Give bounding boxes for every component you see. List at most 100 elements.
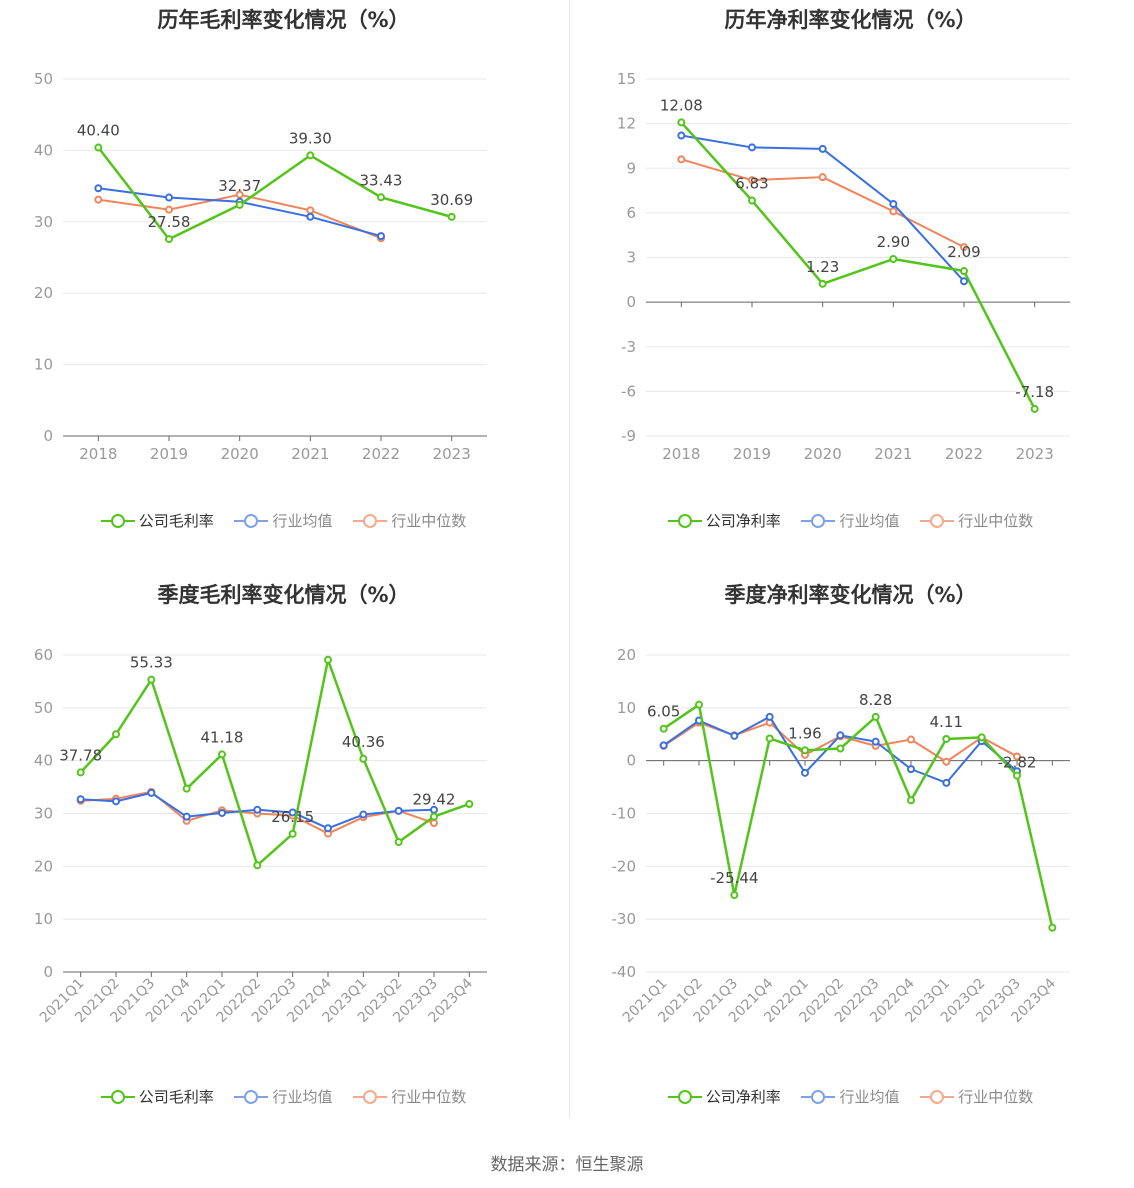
y-tick-label: 30: [34, 213, 53, 231]
legend-industry-median[interactable]: 行业中位数: [920, 1086, 1033, 1107]
data-point: [677, 155, 686, 164]
data-point: [659, 724, 668, 733]
x-tick-label: 2019: [733, 445, 771, 463]
data-label: 30.69: [430, 191, 473, 209]
data-point: [306, 151, 315, 160]
data-label: 4.11: [930, 713, 963, 731]
y-tick-label: 15: [617, 70, 636, 88]
y-tick-label: 20: [34, 857, 53, 875]
data-label: 27.58: [148, 213, 191, 231]
data-point: [889, 254, 898, 263]
y-tick-label: -20: [612, 857, 637, 875]
data-point: [748, 176, 756, 185]
x-tick-label: 2021: [874, 445, 912, 463]
data-point: [748, 143, 756, 152]
company-series-line: [662, 703, 1054, 928]
data-label: 33.43: [360, 171, 403, 189]
legend-industry-avg[interactable]: 行业均值: [801, 1086, 900, 1107]
data-point: [76, 795, 85, 804]
company-series-line: [680, 121, 1036, 410]
legend-company[interactable]: 公司净利率: [667, 1086, 781, 1107]
data-source-note: 数据来源：恒生聚源: [490, 1155, 644, 1175]
y-tick-label: 0: [43, 963, 53, 981]
data-label: 6.05: [647, 703, 680, 721]
y-tick-label: 0: [626, 752, 636, 770]
x-tick-label: 2022: [362, 445, 400, 463]
data-point: [1013, 752, 1021, 761]
data-point: [147, 675, 156, 684]
x-tick-label: 2023: [1016, 445, 1054, 463]
legend-industry-median[interactable]: 行业中位数: [353, 510, 466, 531]
chart-title: 季度净利率变化情况（%）: [724, 583, 977, 607]
x-tick-label: 2018: [79, 445, 117, 463]
data-point: [112, 797, 120, 806]
data-label: 1.96: [788, 724, 821, 742]
data-point: [659, 741, 668, 750]
annual-net-margin-chart: 历年净利率变化情况（%） -9 -6 -3 0 3 6 9 12 15 2018 2019 2020 2…: [567, 0, 1134, 575]
data-label: -25.44: [710, 869, 758, 887]
data-label: 37.78: [59, 746, 102, 764]
data-label: 40.36: [342, 733, 385, 751]
y-tick-label: 60: [34, 646, 53, 664]
data-point: [765, 734, 774, 743]
x-tick-label: 2021: [291, 445, 329, 463]
data-point: [359, 810, 368, 819]
data-point: [430, 812, 438, 821]
legend-company[interactable]: 公司毛利率: [100, 1086, 214, 1107]
y-tick-label: -10: [612, 805, 637, 823]
annual-net-svg: -9 -6 -3 0 3 6 9 12 15 2018 2019 2020 2021 2022 2023 12…: [617, 70, 1070, 463]
data-label: 26.15: [271, 808, 314, 826]
data-point: [818, 173, 827, 182]
data-point: [942, 778, 951, 787]
data-point: [377, 193, 385, 202]
data-point: [1013, 771, 1021, 780]
data-point: [730, 891, 739, 900]
data-point: [801, 768, 809, 777]
data-label: 40.40: [77, 122, 120, 140]
data-point: [235, 190, 244, 199]
y-tick-label: 50: [34, 699, 53, 717]
data-point: [977, 733, 986, 742]
data-point: [94, 195, 103, 204]
y-tick-label: -30: [612, 910, 637, 928]
legend-industry-median[interactable]: 行业中位数: [353, 1086, 466, 1107]
data-point: [377, 232, 385, 241]
y-tick-label: 3: [626, 249, 636, 267]
y-tick-label: 40: [34, 141, 53, 159]
chart-legend: 公司毛利率 行业均值 行业中位数: [0, 510, 567, 532]
data-point: [907, 796, 915, 805]
chart-legend: 公司净利率 行业均值 行业中位数: [567, 1086, 1134, 1108]
quarterly-net-margin-chart: 季度净利率变化情况（%） -40 -30 -20 -10 0 10 20 2021Q1 2021…: [567, 575, 1134, 1150]
data-point: [288, 829, 297, 838]
quarterly-gross-margin-chart: 季度毛利率变化情况（%） 0 10 20 30 40 50 60 2021Q1 2021Q2 20…: [0, 575, 567, 1150]
data-point: [430, 819, 438, 828]
data-point: [960, 267, 968, 276]
data-point: [871, 712, 880, 721]
y-tick-label: 50: [34, 70, 53, 88]
data-point: [960, 277, 968, 286]
data-point: [288, 808, 297, 817]
legend-industry-median[interactable]: 行业中位数: [920, 510, 1033, 531]
legend-industry-avg[interactable]: 行业均值: [234, 510, 333, 531]
legend-industry-avg[interactable]: 行业均值: [234, 1086, 333, 1107]
data-label: 2.90: [877, 233, 910, 251]
chart-legend: 公司净利率 行业均值 行业中位数: [567, 510, 1134, 532]
legend-company[interactable]: 公司毛利率: [100, 510, 214, 531]
data-point: [818, 144, 827, 153]
data-point: [235, 200, 244, 209]
chart-title: 季度毛利率变化情况（%）: [157, 583, 410, 607]
data-point: [1048, 923, 1057, 932]
data-label: 39.30: [289, 129, 332, 147]
y-tick-label: 20: [617, 646, 636, 664]
data-point: [447, 212, 456, 221]
data-point: [394, 806, 403, 815]
legend-company[interactable]: 公司净利率: [667, 510, 781, 531]
data-point: [907, 765, 915, 774]
y-tick-label: -6: [621, 382, 636, 400]
data-point: [695, 700, 703, 709]
data-point: [677, 118, 686, 127]
x-tick-label: 2019: [150, 445, 188, 463]
legend-industry-avg[interactable]: 行业均值: [801, 510, 900, 531]
data-label: 41.18: [201, 728, 244, 746]
x-tick-label: 2020: [221, 445, 259, 463]
